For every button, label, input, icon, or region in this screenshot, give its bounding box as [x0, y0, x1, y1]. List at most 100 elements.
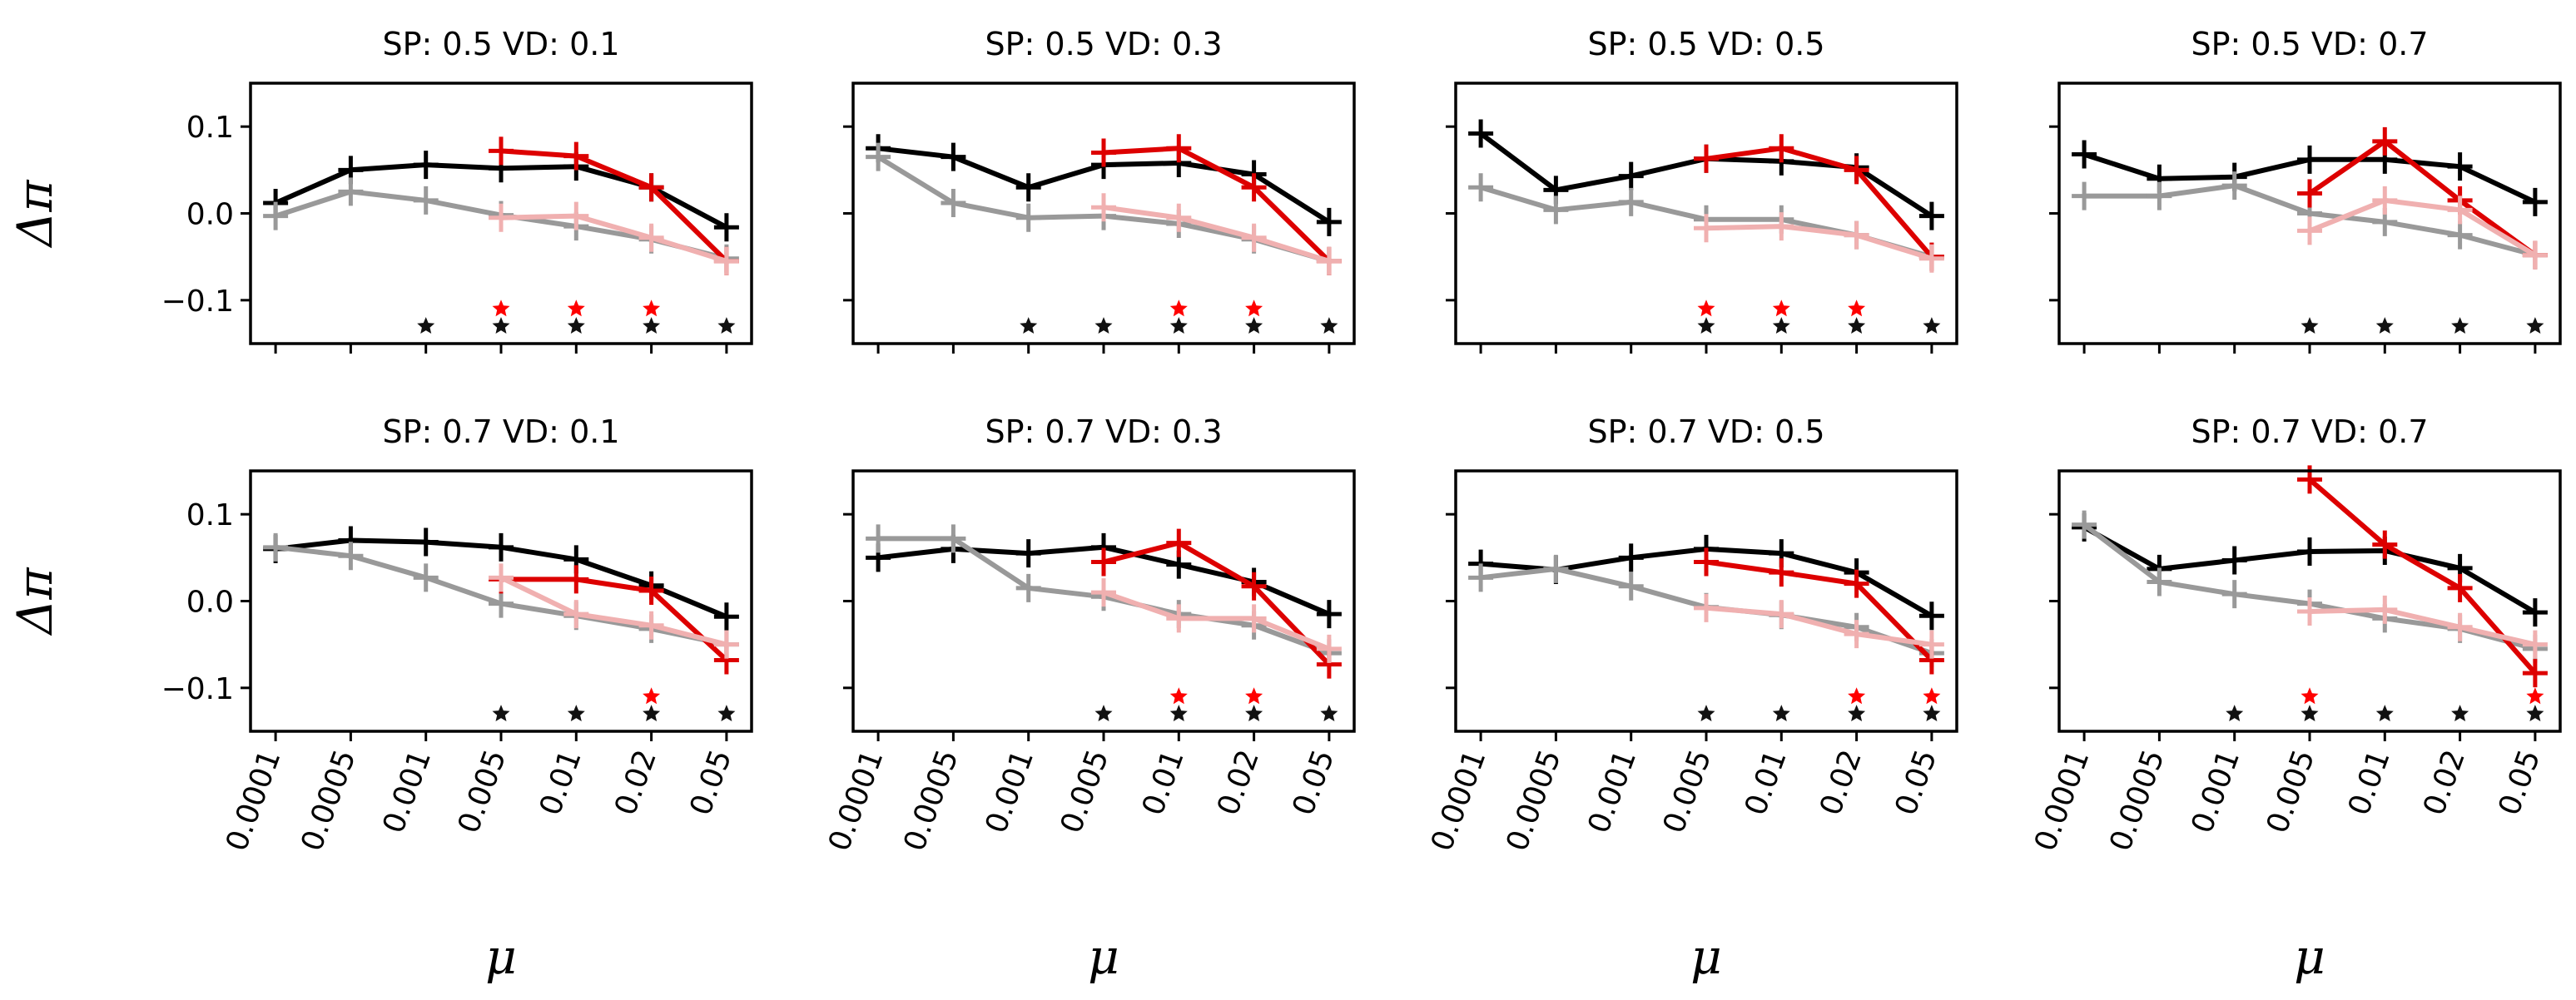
data-point-gray: [2221, 580, 2247, 609]
data-point-black: [1618, 161, 1644, 191]
data-point-black: [1015, 539, 1041, 568]
data-point-gray: [489, 589, 514, 618]
significance-star-black: [2451, 705, 2469, 721]
data-point-gray: [1468, 563, 1494, 592]
y-tick-label: 0.0: [186, 198, 234, 232]
data-point-gray: [2072, 510, 2097, 539]
data-point-pink: [489, 203, 514, 232]
data-point-gray: [2147, 567, 2172, 597]
data-point-gray: [413, 186, 439, 215]
x-tick-label: 0.02: [1211, 745, 1266, 819]
data-point-pink: [1091, 193, 1116, 222]
data-point-red: [2447, 573, 2473, 602]
data-point-pink: [2522, 630, 2548, 659]
significance-star-black: [2526, 705, 2544, 721]
series-line-red: [501, 577, 728, 662]
data-point-pink: [1844, 220, 1869, 250]
panel-title: SP: 0.5 VD: 0.1: [383, 26, 620, 62]
data-point-red: [2372, 530, 2398, 559]
data-point-black: [713, 602, 739, 631]
x-tick-label: 0.05: [1889, 745, 1943, 819]
series-line-red: [1705, 559, 1934, 662]
y-tick-label: 0.1: [186, 498, 234, 532]
panel-title: SP: 0.7 VD: 0.7: [2191, 413, 2429, 450]
data-point-red: [1844, 569, 1869, 598]
data-point-black: [2072, 140, 2097, 169]
significance-star-red: [1245, 687, 1263, 705]
x-tick-label: 0.005: [2261, 745, 2322, 838]
significance-star-red: [1697, 300, 1715, 317]
x-tick-label: 0.0001: [1425, 745, 1493, 855]
panel-5: SP: 0.7 VD: 0.10.10.0−0.10.0001 0.0005 0.0…: [7, 413, 753, 985]
data-point-black: [1316, 600, 1342, 629]
x-tick-label: 0.005: [1055, 745, 1116, 838]
data-point-gray: [2147, 181, 2172, 210]
data-point-pink: [1769, 212, 1794, 241]
x-tick-label: 0.02: [2417, 745, 2472, 819]
x-tick-label: 0.001: [2185, 745, 2246, 838]
data-point-pink: [1918, 244, 1944, 273]
data-point-gray: [1015, 203, 1041, 232]
series-line-red: [1705, 146, 1934, 259]
data-point-gray: [2447, 220, 2473, 250]
significance-star-red: [2301, 687, 2319, 705]
data-point-red: [563, 141, 589, 171]
y-tick-label: 0.1: [186, 111, 234, 145]
data-point-pink: [1769, 600, 1794, 629]
data-point-gray: [263, 532, 289, 562]
significance-star-red: [1169, 300, 1188, 317]
x-tick-label: 0.001: [1581, 745, 1643, 838]
x-tick-label: 0.001: [979, 745, 1040, 838]
series-line-pink: [1103, 590, 1331, 651]
data-point-gray: [1543, 554, 1569, 583]
data-point-black: [2447, 152, 2473, 181]
significance-star-black: [1094, 317, 1113, 334]
data-point-black: [1468, 119, 1494, 148]
data-point-pink: [1694, 214, 1719, 243]
panel-3: SP: 0.5 VD: 0.5: [1446, 26, 1958, 354]
data-point-pink: [2372, 186, 2398, 215]
data-point-red: [1241, 572, 1267, 601]
significance-star-black: [643, 705, 661, 721]
panel-title: SP: 0.5 VD: 0.7: [2191, 26, 2429, 62]
significance-star-black: [1697, 705, 1715, 721]
data-point-red: [2372, 126, 2398, 156]
significance-star-red: [567, 300, 585, 317]
panel-title: SP: 0.7 VD: 0.5: [1588, 413, 1825, 450]
panel-6: SP: 0.7 VD: 0.3 0.0001 0.0005 0.001 0.005 0.0…: [822, 413, 1356, 985]
panel-8: SP: 0.7 VD: 0.7 0.0001 0.0005 0.001 0.005 0.0…: [2028, 413, 2562, 985]
data-point-black: [941, 142, 966, 171]
series-line-red: [2308, 478, 2538, 676]
data-point-gray: [866, 524, 891, 553]
data-point-gray: [1618, 187, 1644, 216]
data-point-pink: [563, 201, 589, 230]
data-point-red: [1166, 528, 1192, 557]
data-point-pink: [2447, 612, 2473, 641]
data-point-gray: [941, 188, 966, 217]
data-point-pink: [2522, 240, 2548, 270]
data-point-pink: [2447, 196, 2473, 225]
data-point-red: [1166, 134, 1192, 163]
data-point-red: [1091, 138, 1116, 167]
x-tick-label: 0.005: [452, 745, 514, 838]
x-tick-label: 0.0005: [897, 745, 965, 855]
x-tick-label: 0.001: [376, 745, 438, 838]
significance-star-black: [567, 705, 585, 721]
x-tick-label: 0.01: [534, 745, 588, 819]
significance-star-black: [1772, 317, 1790, 334]
data-point-pink: [1694, 593, 1719, 622]
panel-frame: [249, 82, 753, 345]
significance-star-black: [1094, 705, 1113, 721]
x-tick-label: 0.0005: [2103, 745, 2171, 855]
data-point-black: [2522, 598, 2548, 627]
data-point-gray: [2072, 181, 2097, 210]
data-point-gray: [1015, 573, 1041, 602]
series-line-pink: [1705, 605, 1933, 647]
panel-frame: [2057, 469, 2562, 733]
data-point-pink: [1091, 578, 1116, 607]
panel-title: SP: 0.5 VD: 0.3: [985, 26, 1223, 62]
x-tick-label: 0.0001: [822, 745, 891, 855]
data-point-black: [1918, 201, 1944, 230]
data-point-pink: [1316, 634, 1342, 663]
significance-star-red: [643, 687, 661, 705]
